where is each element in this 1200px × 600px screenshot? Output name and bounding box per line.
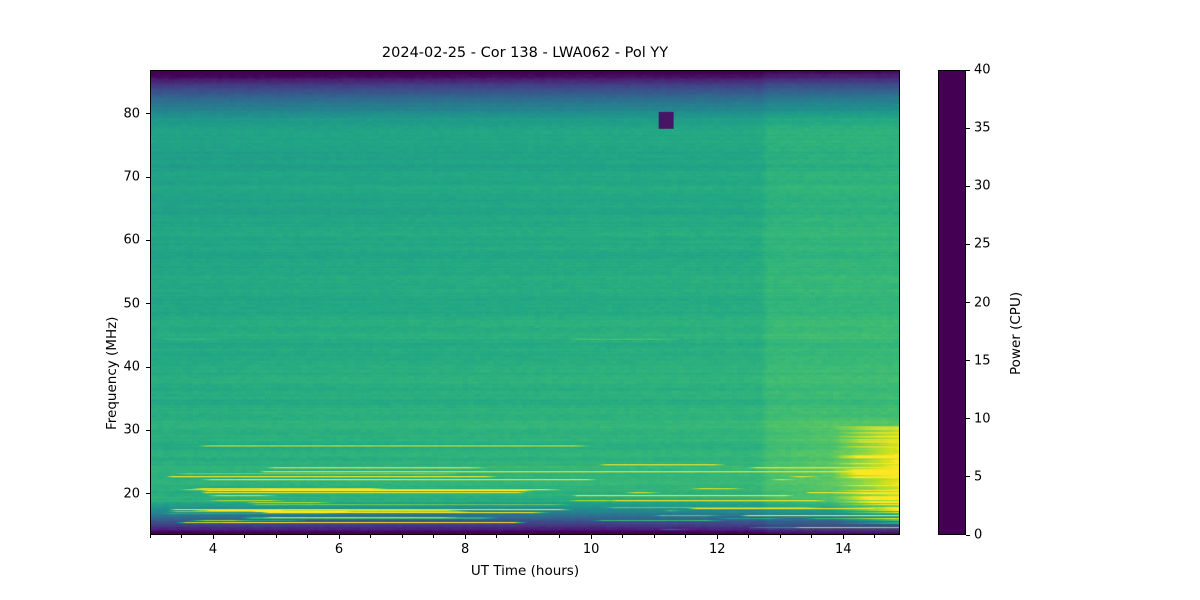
x-tick-minor	[559, 535, 561, 538]
colorbar-tick-label: 25	[974, 236, 991, 252]
x-tick-minor	[748, 535, 750, 538]
colorbar-tick-label: 5	[974, 469, 983, 485]
y-tick-mark	[146, 429, 150, 432]
colorbar-tick-mark	[966, 185, 970, 187]
x-tick-minor	[496, 535, 498, 538]
spectrogram-axes[interactable]	[150, 70, 900, 535]
colorbar-tick-label: 20	[974, 295, 991, 310]
colorbar-tick-mark	[966, 534, 970, 536]
colorbar-tick-label: 35	[974, 120, 991, 136]
x-tick-minor	[149, 535, 151, 538]
x-tick-minor	[401, 535, 403, 538]
y-tick-mark	[146, 113, 150, 115]
y-tick-mark	[146, 239, 150, 241]
y-tick-label: 20	[123, 486, 140, 502]
colorbar-title: Power (CPU)	[1008, 291, 1024, 375]
colorbar-tick-mark	[966, 476, 970, 478]
x-tick-label: 10	[582, 542, 600, 557]
y-tick-label: 60	[123, 232, 140, 248]
x-tick-mark	[842, 535, 844, 539]
x-tick-label: 8	[460, 542, 470, 557]
x-tick-minor	[622, 535, 624, 538]
x-tick-label: 14	[834, 542, 852, 557]
y-tick-label: 40	[123, 359, 140, 375]
colorbar-tick-mark	[966, 127, 970, 129]
x-tick-mark	[716, 535, 718, 539]
x-tick-minor	[244, 535, 246, 538]
y-tick-label: 70	[123, 169, 140, 185]
x-tick-minor	[527, 535, 529, 538]
colorbar[interactable]	[938, 70, 966, 535]
colorbar-tick-mark	[966, 418, 970, 420]
heatmap-pixels	[151, 71, 899, 534]
y-axis-title: Frequency (MHz)	[104, 316, 120, 430]
x-tick-label: 4	[208, 542, 218, 557]
y-tick-mark	[146, 493, 150, 495]
x-tick-minor	[685, 535, 687, 538]
x-tick-minor	[307, 535, 309, 538]
colorbar-tick-label: 30	[974, 178, 991, 194]
y-tick-mark	[146, 176, 150, 178]
colorbar-tick-label: 15	[974, 353, 991, 369]
y-tick-mark	[146, 303, 150, 305]
y-tick-label: 50	[123, 296, 140, 312]
x-tick-minor	[433, 535, 435, 538]
x-tick-mark	[212, 535, 214, 539]
colorbar-tick-label: 10	[974, 411, 991, 427]
x-tick-minor	[370, 535, 372, 538]
chart-title: 2024-02-25 - Cor 138 - LWA062 - Pol YY	[381, 45, 669, 61]
colorbar-tick-label: 40	[974, 62, 991, 78]
y-tick-label: 30	[123, 422, 140, 438]
x-axis-title: UT Time (hours)	[470, 563, 580, 579]
colorbar-gradient	[939, 71, 965, 534]
heatmap-image	[151, 71, 899, 534]
x-tick-label: 6	[334, 542, 344, 557]
x-tick-minor	[811, 535, 813, 538]
x-tick-minor	[874, 535, 876, 538]
x-tick-minor	[181, 535, 183, 538]
x-tick-minor	[779, 535, 781, 538]
x-tick-mark	[338, 535, 340, 539]
colorbar-tick-mark	[966, 302, 970, 304]
colorbar-tick-mark	[966, 243, 970, 245]
y-tick-label: 80	[123, 106, 140, 122]
colorbar-tick-label: 0	[974, 527, 983, 543]
x-tick-mark	[590, 535, 592, 539]
x-tick-minor	[653, 535, 655, 538]
colorbar-tick-mark	[966, 69, 970, 71]
x-tick-label: 12	[708, 542, 726, 557]
colorbar-tick-mark	[966, 360, 970, 362]
x-tick-minor	[275, 535, 277, 538]
y-tick-mark	[146, 366, 150, 368]
x-tick-mark	[464, 535, 466, 539]
